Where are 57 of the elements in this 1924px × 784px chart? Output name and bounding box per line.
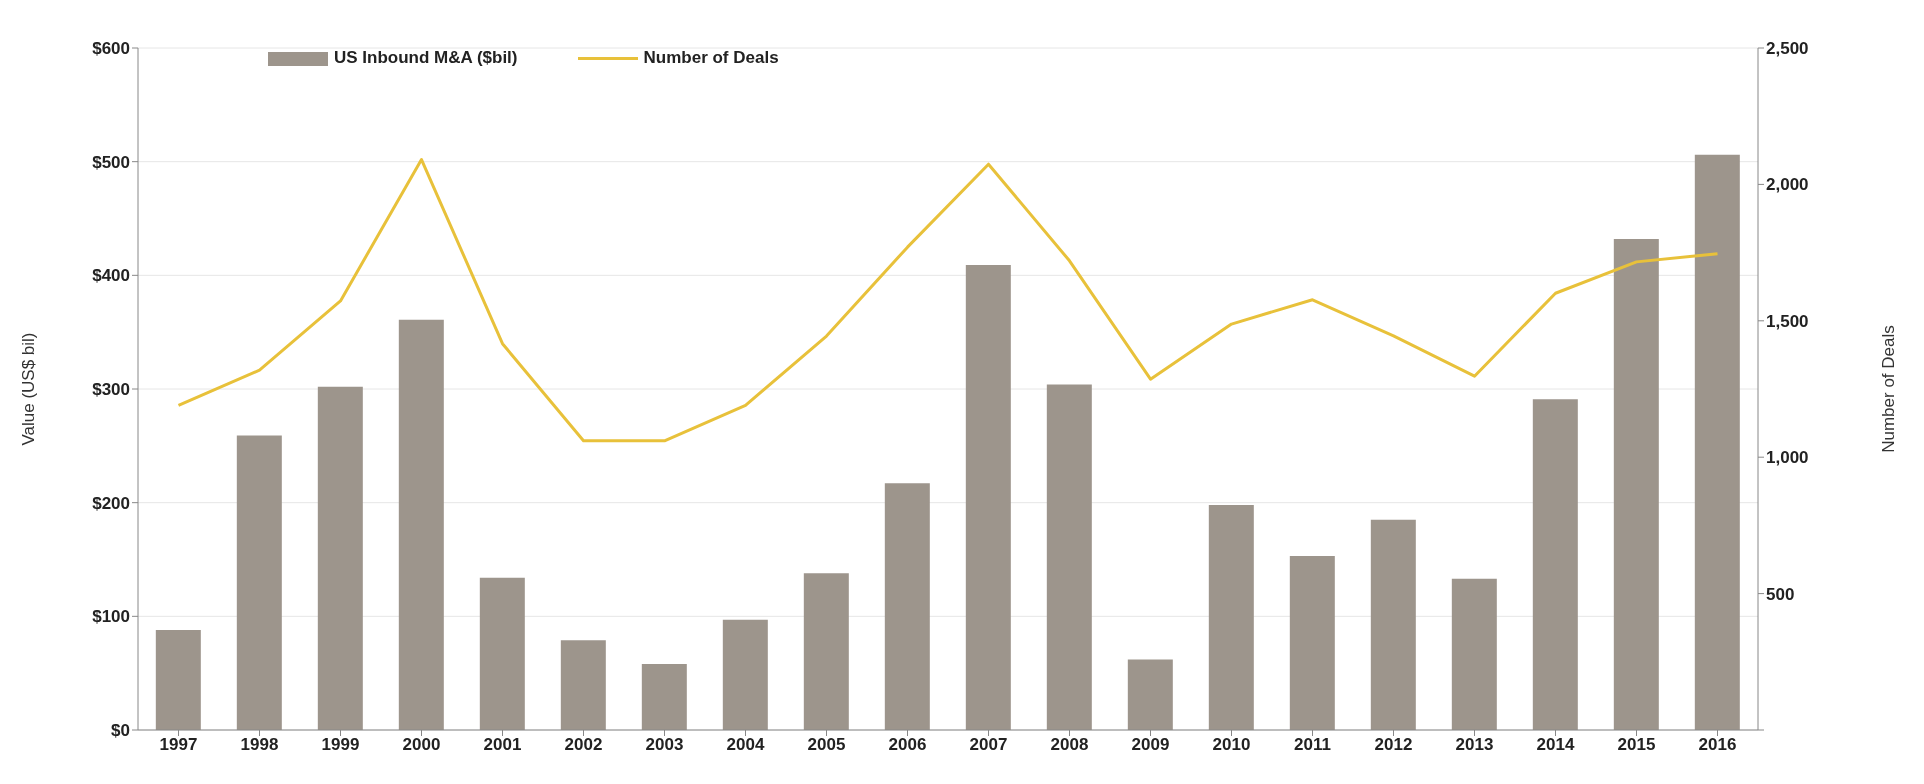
x-tick-label: 2016 bbox=[1698, 735, 1737, 755]
bar bbox=[641, 664, 687, 730]
x-tick-label: 2011 bbox=[1294, 735, 1331, 755]
x-tick-label: 2000 bbox=[402, 735, 441, 755]
bar bbox=[1127, 659, 1173, 730]
x-tick-label: 2009 bbox=[1131, 735, 1170, 755]
bar bbox=[1208, 504, 1254, 730]
bar bbox=[1451, 578, 1497, 730]
y-tick-label: $300 bbox=[92, 380, 130, 400]
x-tick-label: 2003 bbox=[645, 735, 684, 755]
y-axis-title: Value (US$ bil) bbox=[19, 332, 39, 446]
bar bbox=[1694, 154, 1740, 730]
bar bbox=[560, 640, 606, 730]
line-series bbox=[177, 158, 1719, 443]
x-tick-label: 2007 bbox=[969, 735, 1008, 755]
bar bbox=[317, 386, 363, 730]
x-tick-label: 1998 bbox=[240, 735, 279, 755]
x-tick-label: 2012 bbox=[1374, 735, 1413, 755]
y2-tick-label: 2,000 bbox=[1766, 175, 1809, 195]
x-tick-label: 2014 bbox=[1536, 735, 1575, 755]
y-tick-label: $0 bbox=[111, 721, 130, 741]
bar bbox=[1046, 384, 1092, 730]
y2-tick-label: 1,000 bbox=[1766, 448, 1809, 468]
x-tick-label: 2008 bbox=[1050, 735, 1089, 755]
y-tick-label: $400 bbox=[92, 266, 130, 286]
x-tick-label: 2006 bbox=[888, 735, 927, 755]
y-tick-label: $500 bbox=[92, 152, 130, 172]
y2-axis-title: Number of Deals bbox=[1879, 325, 1899, 453]
y-tick-label: $100 bbox=[92, 607, 130, 627]
x-tick-label: 2004 bbox=[726, 735, 765, 755]
y-tick-label: $600 bbox=[92, 39, 130, 59]
x-tick-label: 2010 bbox=[1212, 735, 1251, 755]
bar bbox=[1289, 556, 1335, 730]
y-tick-label: $200 bbox=[92, 493, 130, 513]
bar bbox=[1532, 399, 1578, 730]
x-tick-label: 1999 bbox=[321, 735, 360, 755]
x-tick-label: 2005 bbox=[807, 735, 846, 755]
x-tick-label: 2001 bbox=[483, 735, 522, 755]
bar bbox=[479, 577, 525, 730]
bar bbox=[398, 319, 444, 730]
bar bbox=[155, 629, 201, 730]
bar bbox=[236, 435, 282, 730]
x-tick-label: 1997 bbox=[159, 735, 198, 755]
bar bbox=[722, 619, 768, 730]
x-tick-label: 2002 bbox=[564, 735, 603, 755]
x-tick-label: 2013 bbox=[1455, 735, 1494, 755]
bar bbox=[965, 265, 1011, 730]
bar bbox=[803, 573, 849, 730]
y2-tick-label: 1,500 bbox=[1766, 311, 1809, 331]
bar bbox=[1370, 519, 1416, 730]
bar bbox=[884, 483, 930, 730]
bar bbox=[1613, 238, 1659, 730]
legend-label: Number of Deals bbox=[643, 48, 779, 68]
y2-tick-label: 500 bbox=[1766, 584, 1795, 604]
legend-label: US Inbound M&A ($bil) bbox=[334, 48, 518, 68]
y2-tick-label: 2,500 bbox=[1766, 39, 1809, 59]
x-tick-label: 2015 bbox=[1617, 735, 1656, 755]
